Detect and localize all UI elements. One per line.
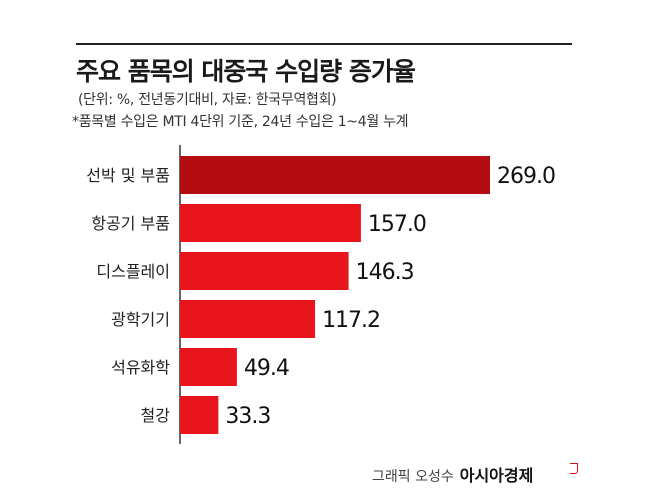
category-label: 석유화학 [111, 358, 170, 377]
data-label: 117.2 [322, 308, 380, 333]
chart-subtitle-note: *품목별 수입은 MTI 4단위 기준, 24년 수입은 1~4월 누계 [72, 114, 409, 130]
data-label: 33.3 [225, 404, 270, 429]
bar [180, 252, 349, 290]
category-label: 항공기 부품 [91, 214, 170, 233]
credit-brand-logo: 아시아경제 [459, 466, 534, 485]
bar [180, 300, 316, 338]
credit: 그래픽 오성수 아시아경제 [372, 462, 533, 486]
brand-mark-icon [570, 463, 578, 474]
bar [180, 396, 219, 434]
category-label: 광학기기 [111, 310, 170, 329]
data-label: 49.4 [244, 356, 289, 381]
bar [180, 156, 490, 194]
data-label: 157.0 [368, 212, 426, 237]
category-label: 선박 및 부품 [86, 166, 170, 185]
bar [180, 348, 237, 386]
category-label: 디스플레이 [96, 262, 170, 281]
chart-subtitle-units: (단위: %, 전년동기대비, 자료: 한국무역협회) [78, 92, 337, 108]
top-rule [76, 43, 572, 45]
chart-title: 주요 품목의 대중국 수입량 증가율 [76, 57, 416, 86]
data-label: 146.3 [356, 260, 414, 285]
bar [180, 204, 361, 242]
credit-author: 그래픽 오성수 [372, 469, 454, 485]
category-label: 철강 [141, 406, 171, 425]
data-label: 269.0 [497, 164, 555, 189]
